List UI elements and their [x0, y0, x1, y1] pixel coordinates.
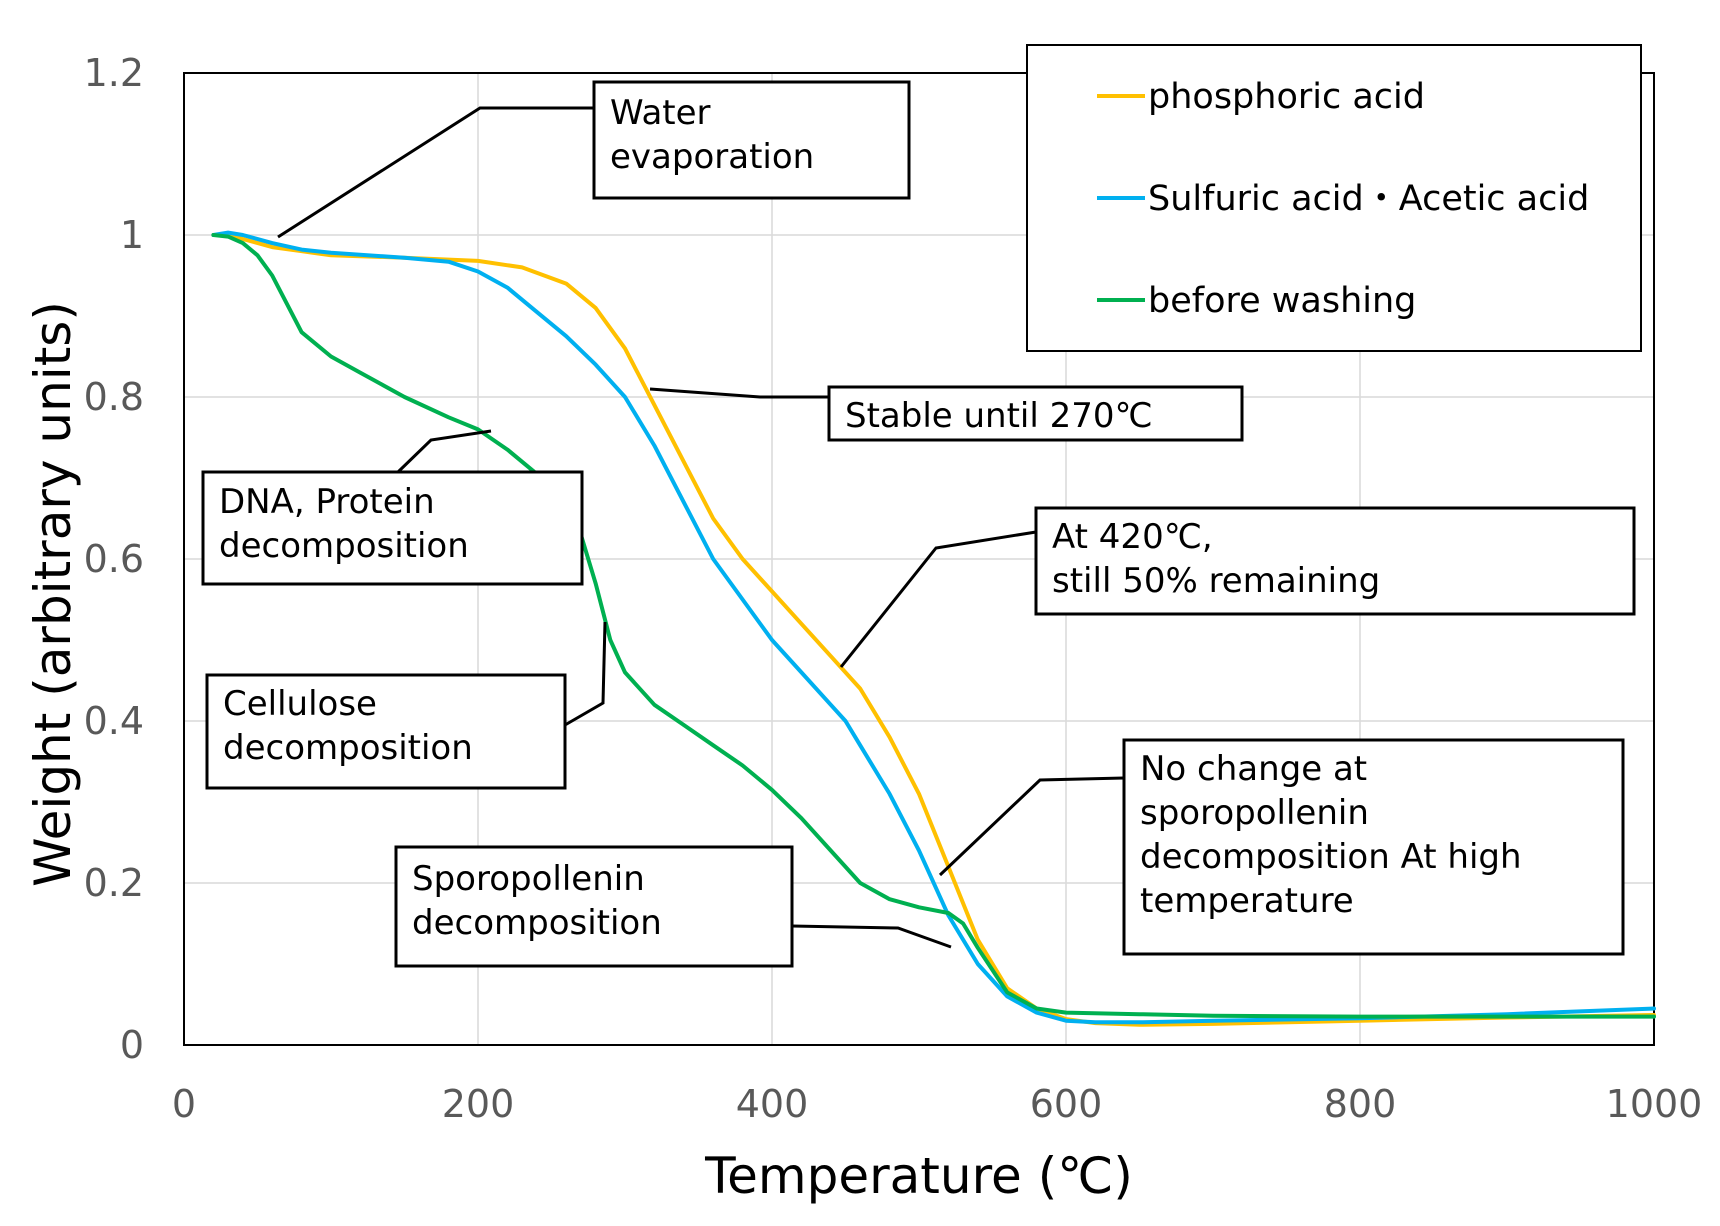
annotation-text-dna-line2: decomposition — [219, 526, 469, 566]
tick-labels: 0 200 400 600 800 1000 0 0.2 0.4 0.6 0.8 1 1.2 — [84, 51, 1703, 1126]
x-axis-title: Temperature (℃) — [704, 1147, 1133, 1205]
leader-sporopollenin — [791, 924, 952, 949]
y-tick-label: 0.6 — [84, 537, 144, 581]
x-tick-label: 200 — [442, 1082, 515, 1126]
annotation-water-evaporation: Water evaporation — [277, 80, 911, 239]
y-tick-label: 0.8 — [84, 375, 144, 419]
x-tick-label: 0 — [172, 1082, 196, 1126]
annotation-box-at-420 — [1034, 506, 1636, 616]
annotation-sporopollenin: Sporopollenin decomposition — [394, 845, 952, 968]
annotation-box-cellulose — [205, 673, 567, 790]
annotation-text-water-line1: Water — [610, 93, 711, 133]
annotation-cellulose: Cellulose decomposition — [205, 621, 607, 790]
x-tick-label: 600 — [1030, 1082, 1103, 1126]
annotation-box-no-change — [1122, 738, 1625, 956]
annotation-stable-until-270: Stable until 270℃ — [649, 385, 1244, 442]
leader-cellulose — [564, 621, 607, 727]
annotation-box-sporopollenin — [394, 845, 794, 968]
series-line-sulfuric-acid-acetic-acid — [211, 230, 1656, 1025]
annotation-text-dna-line1: DNA, Protein — [219, 482, 435, 522]
annotation-text-no-change-line3: decomposition At high — [1140, 837, 1522, 877]
annotation-text-water-line2: evaporation — [610, 137, 814, 177]
legend-label-phosphoric-acid: phosphoric acid — [1148, 77, 1425, 117]
annotation-text-stable-until-270: Stable until 270℃ — [845, 396, 1153, 436]
series-lines — [211, 230, 1656, 1027]
y-axis-title: Weight (arbitrary units) — [24, 301, 82, 887]
y-tick-label: 0.4 — [84, 699, 144, 743]
x-tick-label: 800 — [1324, 1082, 1397, 1126]
annotation-dna-protein: DNA, Protein decomposition — [201, 429, 584, 586]
leader-stable-until-270 — [649, 387, 829, 399]
leader-at-420 — [839, 530, 1037, 668]
leader-no-change — [938, 776, 1125, 877]
annotation-text-no-change-line1: No change at — [1140, 749, 1367, 789]
leader-water-evaporation — [277, 106, 594, 239]
x-tick-label: 1000 — [1606, 1082, 1703, 1126]
plot-area-border — [183, 72, 1655, 1046]
annotation-at-420: At 420℃, still 50% remaining — [839, 506, 1636, 668]
annotation-text-no-change-line4: temperature — [1140, 881, 1354, 921]
legend-label-sulfuric-acetic-acid: Sulfuric acid・Acetic acid — [1148, 179, 1589, 219]
annotation-text-cellulose-line2: decomposition — [223, 728, 473, 768]
annotation-text-at-420-line2: still 50% remaining — [1052, 561, 1380, 601]
annotation-box-dna-protein — [201, 470, 584, 586]
y-tick-label: 1.2 — [84, 51, 144, 95]
annotation-box-stable-until-270 — [827, 385, 1244, 442]
y-tick-label: 1 — [120, 213, 144, 257]
annotation-text-sporopollenin-line1: Sporopollenin — [412, 859, 645, 899]
annotation-text-sporopollenin-line2: decomposition — [412, 903, 662, 943]
x-tick-label: 400 — [736, 1082, 809, 1126]
annotation-text-cellulose-line1: Cellulose — [223, 684, 377, 724]
y-tick-label: 0.2 — [84, 861, 144, 905]
leader-dna-protein — [396, 429, 492, 474]
annotation-no-change: No change at sporopollenin decomposition… — [938, 738, 1625, 956]
annotation-text-at-420-line1: At 420℃, — [1052, 517, 1213, 557]
annotation-text-no-change-line2: sporopollenin — [1140, 793, 1369, 833]
y-tick-label: 0 — [120, 1023, 144, 1067]
series-line-before-washing — [211, 233, 1656, 1019]
legend: phosphoric acid Sulfuric acid・Acetic aci… — [1026, 44, 1642, 352]
annotation-box-water-evaporation — [592, 80, 911, 200]
legend-label-before-washing: before washing — [1148, 281, 1416, 321]
